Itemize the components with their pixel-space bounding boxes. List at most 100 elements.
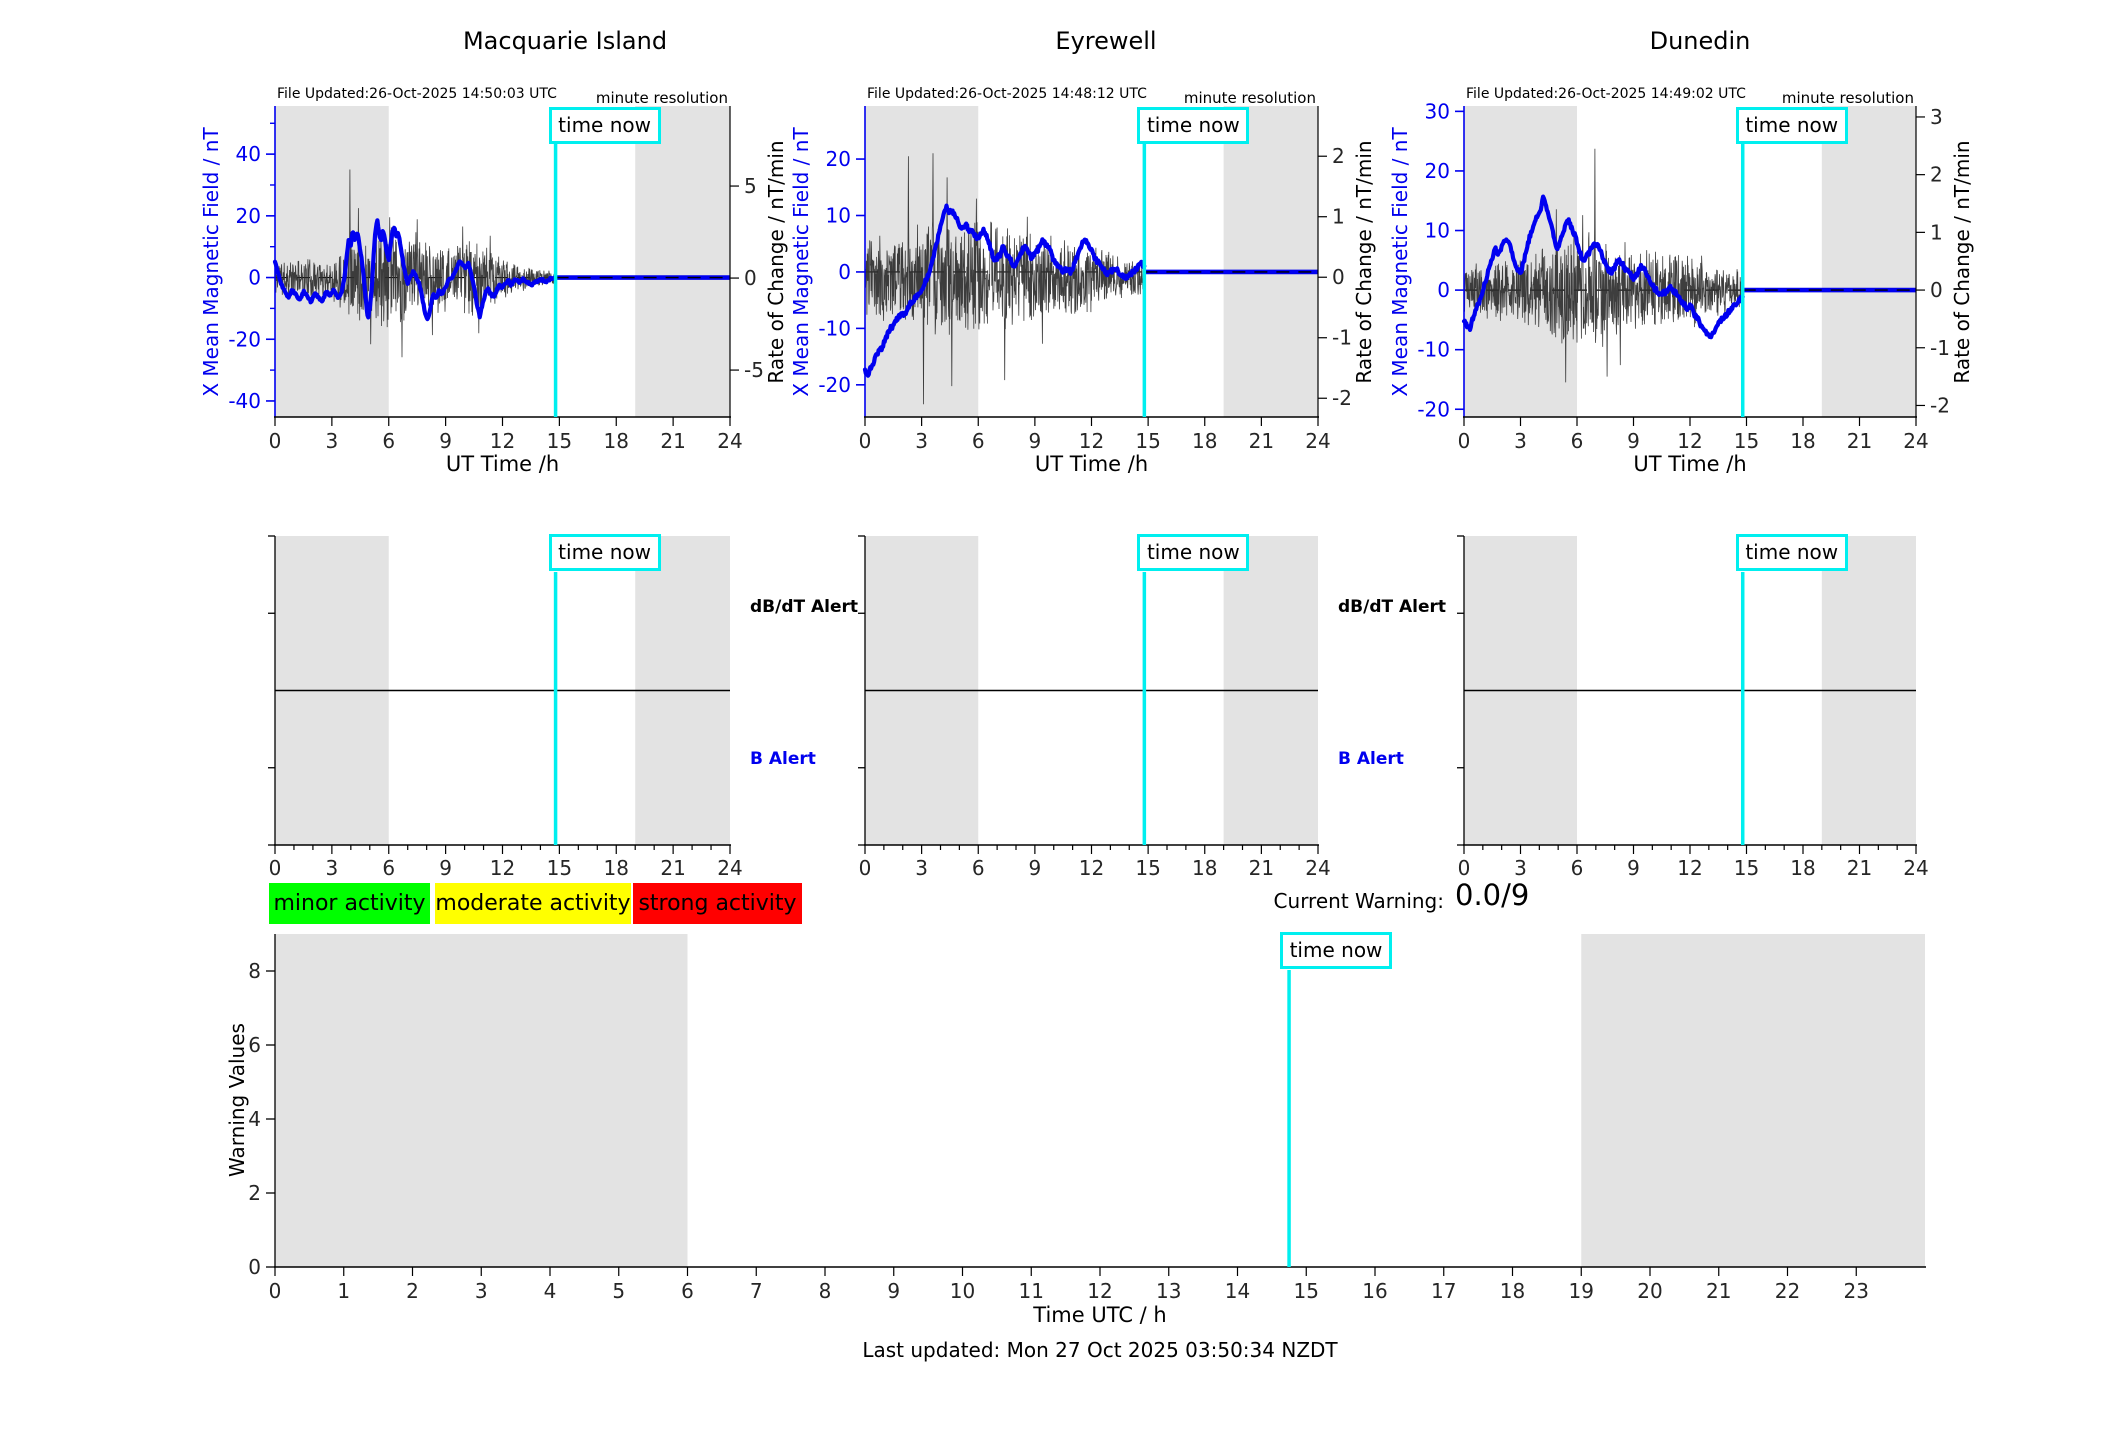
x-axis-tick-label: 6 [1571,856,1584,880]
x-axis-tick-label: 21 [660,429,685,453]
x-axis-tick-label: 10 [950,1279,975,1303]
dunedin-title: Dunedin [1649,27,1751,55]
right-axis-tick-label: 2 [1332,144,1345,168]
x-axis-tick-label: 0 [269,429,282,453]
x-axis-tick-label: 14 [1225,1279,1250,1303]
x-axis-tick-label: 9 [1627,856,1640,880]
x-axis-tick-label: 3 [1514,856,1527,880]
x-axis-tick-label: 12 [1677,856,1702,880]
x-axis-tick-label: 17 [1431,1279,1456,1303]
time-now-label: time now [1137,107,1250,144]
x-axis-tick-label: 11 [1019,1279,1044,1303]
right-axis-tick-label: 0 [744,266,757,290]
x-axis-tick-label: 0 [859,856,872,880]
x-axis-tick-label: 16 [1362,1279,1387,1303]
left-axis-tick-label: 20 [1425,159,1450,183]
left-axis-tick-label: -10 [1417,338,1450,362]
x-axis-tick-label: 18 [1192,429,1217,453]
x-axis-tick-label: 21 [660,856,685,880]
x-axis-tick-label: 15 [1294,1279,1319,1303]
right-axis-tick-label: 1 [1332,205,1345,229]
left-axis-tick-label: 10 [1425,219,1450,243]
x-axis-tick-label: 9 [1627,429,1640,453]
x-axis-tick-label: 12 [490,429,515,453]
x-axis-tick-label: 24 [1903,429,1928,453]
x-axis-tick-label: 15 [1135,429,1160,453]
x-axis-tick-label: 19 [1569,1279,1594,1303]
time-utc-axis-label: Time UTC / h [1033,1303,1167,1327]
eyrewell-title: Eyrewell [1055,27,1157,55]
left-axis-tick-label: 8 [248,959,261,983]
left-axis-tick-label: 4 [248,1107,261,1131]
last-updated-text: Last updated: Mon 27 Oct 2025 03:50:34 N… [862,1338,1338,1362]
left-axis-tick-label: -10 [818,316,851,340]
right-axis-tick-label: -2 [1930,393,1950,417]
left-axis-tick-label: 6 [248,1033,261,1057]
x-axis-tick-label: 18 [1192,856,1217,880]
x-axis-tick-label: 12 [1079,856,1104,880]
left-axis-tick-label: 30 [1425,99,1450,123]
current-warning-value: 0.0/9 [1455,878,1530,912]
macquarie-right-axis-label: Rate of Change / nT/min [764,140,788,384]
right-axis-tick-label: -2 [1332,386,1352,410]
mean-magnetic-field-line [1461,194,1745,340]
x-axis-tick-label: 24 [717,429,742,453]
x-axis-tick-label: 5 [612,1279,625,1303]
b-alert-label: B Alert [750,749,816,769]
x-axis-tick-label: 21 [1706,1279,1731,1303]
x-axis-tick-label: 0 [1458,856,1471,880]
x-axis-tick-label: 6 [1571,429,1584,453]
x-axis-tick-label: 3 [475,1279,488,1303]
left-axis-tick-label: 20 [236,204,261,228]
left-axis-tick-label: 0 [248,266,261,290]
x-axis-tick-label: 21 [1249,856,1274,880]
time-now-label: time now [1280,932,1392,969]
night-shading-band [635,106,730,417]
night-shading-band [1223,106,1318,417]
x-axis-tick-label: 18 [1790,429,1815,453]
macquarie-x-axis-label: UT Time /h [445,452,560,476]
dunedin-file-updated-text: File Updated:26-Oct-2025 14:49:02 UTC [1466,86,1746,102]
x-axis-tick-label: 6 [382,856,395,880]
x-axis-tick-label: 6 [681,1279,694,1303]
x-axis-tick-label: 0 [269,856,282,880]
x-axis-tick-label: 15 [547,429,572,453]
dbdt-alert-label: dB/dT Alert [750,597,859,617]
macquarie-left-axis-label: X Mean Magnetic Field / nT [199,127,223,397]
macquarie-island-title: Macquarie Island [462,27,668,55]
eyrewell-left-axis-label: X Mean Magnetic Field / nT [789,127,813,397]
x-axis-tick-label: 24 [1305,429,1330,453]
x-axis-tick-label: 12 [1677,429,1702,453]
x-axis-tick-label: 15 [1734,856,1759,880]
left-axis-tick-label: -20 [818,373,851,397]
x-axis-tick-label: 22 [1775,1279,1800,1303]
night-shading-band [1821,106,1916,417]
left-axis-tick-label: 20 [826,147,851,171]
b-alert-label: B Alert [1338,749,1404,769]
left-axis-tick-label: -20 [228,327,261,351]
eyrewell-x-axis-label: UT Time /h [1034,452,1149,476]
x-axis-tick-label: 2 [406,1279,419,1303]
x-axis-tick-label: 9 [439,856,452,880]
x-axis-tick-label: 12 [1079,429,1104,453]
legend-strong-activity: strong activity [633,883,802,924]
x-axis-tick-label: 18 [604,429,629,453]
eyrewell-right-axis-label: Rate of Change / nT/min [1352,140,1376,384]
x-axis-tick-label: 3 [915,429,928,453]
dunedin-x-axis-label: UT Time /h [1633,452,1747,476]
x-axis-tick-label: 15 [1734,429,1759,453]
x-axis-tick-label: 12 [490,856,515,880]
dunedin-minute-resolution-label: minute resolution [1781,89,1914,107]
eyrewell-minute-resolution-label: minute resolution [1183,89,1316,107]
time-now-label: time now [548,107,661,144]
x-axis-tick-label: 24 [717,856,742,880]
x-axis-tick-label: 3 [1514,429,1527,453]
time-now-label: time now [1137,534,1250,571]
x-axis-tick-label: 8 [819,1279,832,1303]
x-axis-tick-label: 0 [269,1279,282,1303]
time-now-label: time now [1735,534,1848,571]
x-axis-tick-label: 3 [326,856,339,880]
right-axis-tick-label: -1 [1332,326,1352,350]
